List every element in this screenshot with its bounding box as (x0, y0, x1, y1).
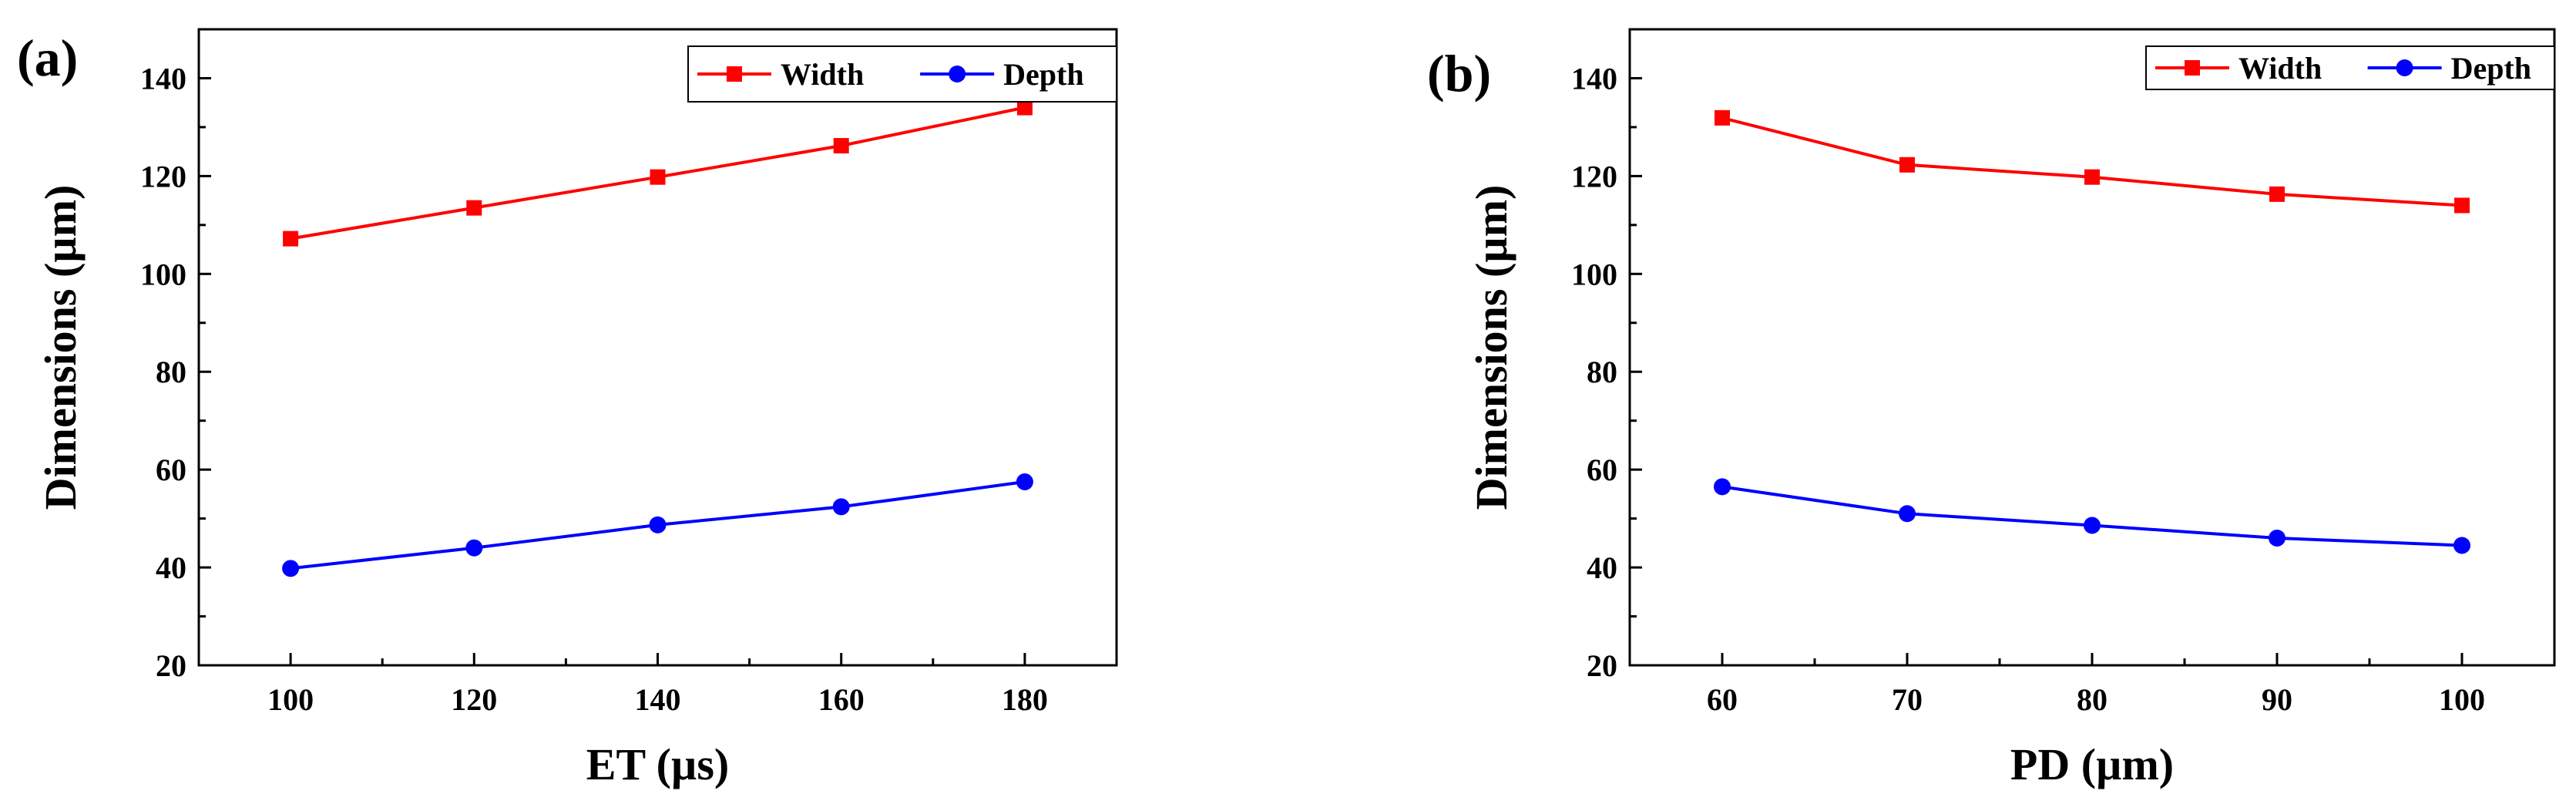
y-tick-label: 120 (1571, 159, 1617, 193)
depth-point (1899, 505, 1916, 523)
legend-depth-marker (2396, 59, 2413, 76)
x-tick-label: 160 (818, 682, 865, 717)
legend-width-label: Width (781, 57, 864, 92)
depth-point (2453, 537, 2470, 554)
width-series-line (1721, 116, 2463, 207)
legend: Width Depth (687, 45, 1117, 103)
y-tick-label: 140 (140, 61, 186, 96)
x-axis-title: PD (µm) (2010, 739, 2174, 789)
plot-frame (197, 28, 1118, 667)
depth-point (649, 516, 667, 533)
depth-point (465, 539, 483, 557)
x-tick-label: 180 (1002, 682, 1048, 717)
y-tick-label: 20 (156, 648, 186, 683)
legend: Width Depth (2145, 45, 2555, 90)
depth-point (1016, 473, 1033, 491)
legend-width-label: Width (2238, 51, 2322, 86)
legend-width-marker (727, 66, 742, 82)
panel-label: (a) (17, 29, 78, 87)
legend-depth-label: Depth (1003, 57, 1083, 92)
x-tick-label: 60 (1707, 682, 1738, 717)
width-point (650, 169, 666, 185)
panel-label: (b) (1427, 44, 1491, 103)
y-axis-title: Dimensions (µm) (1466, 185, 1516, 510)
x-tick-label: 80 (2077, 682, 2107, 717)
x-tick-label: 90 (2262, 682, 2292, 717)
depth-point (1714, 478, 1731, 496)
y-tick-label: 80 (156, 355, 186, 389)
width-point (833, 138, 849, 154)
y-tick-label: 80 (1587, 355, 1617, 389)
y-tick-label: 100 (140, 257, 186, 291)
legend-depth-marker (949, 66, 966, 82)
plot-frame (1628, 28, 2556, 667)
x-axis-title: ET (µs) (586, 739, 729, 789)
y-tick-label: 60 (156, 453, 186, 487)
y-tick-label: 140 (1571, 61, 1617, 96)
y-axis-title: Dimensions (µm) (35, 185, 86, 510)
depth-point (2269, 530, 2285, 547)
width-point (1715, 109, 1730, 126)
legend-width-marker (2185, 60, 2200, 76)
x-tick-label: 100 (2439, 682, 2485, 717)
x-tick-label: 70 (1892, 682, 1923, 717)
chart-panel-a: 20 40 60 80 100 120 140 100 120 140 160 180 ET (µs) D… (17, 28, 1118, 789)
width-point (1016, 99, 1033, 116)
depth-point (282, 560, 300, 577)
x-tick-label: 100 (267, 682, 314, 717)
x-tick-label: 140 (635, 682, 681, 717)
depth-point (832, 498, 850, 516)
depth-series-line (1721, 485, 2463, 547)
width-point (283, 231, 299, 247)
y-tick-label: 60 (1587, 453, 1617, 487)
y-tick-label: 40 (1587, 550, 1617, 585)
y-tick-label: 100 (1571, 257, 1617, 291)
legend-depth-label: Depth (2451, 51, 2531, 86)
chart-panel-b: 20 40 60 80 100 120 140 60 70 80 90 100 PD (µm) Dimen… (1427, 28, 2556, 789)
width-point (2084, 169, 2100, 185)
depth-point (2084, 517, 2101, 534)
width-point (2269, 186, 2285, 202)
y-tick-label: 120 (140, 159, 186, 193)
width-point (466, 200, 482, 216)
x-tick-label: 120 (451, 682, 497, 717)
y-tick-label: 20 (1587, 648, 1617, 683)
y-tick-label: 40 (156, 550, 186, 585)
width-point (2454, 197, 2470, 214)
width-point (1899, 156, 1915, 173)
